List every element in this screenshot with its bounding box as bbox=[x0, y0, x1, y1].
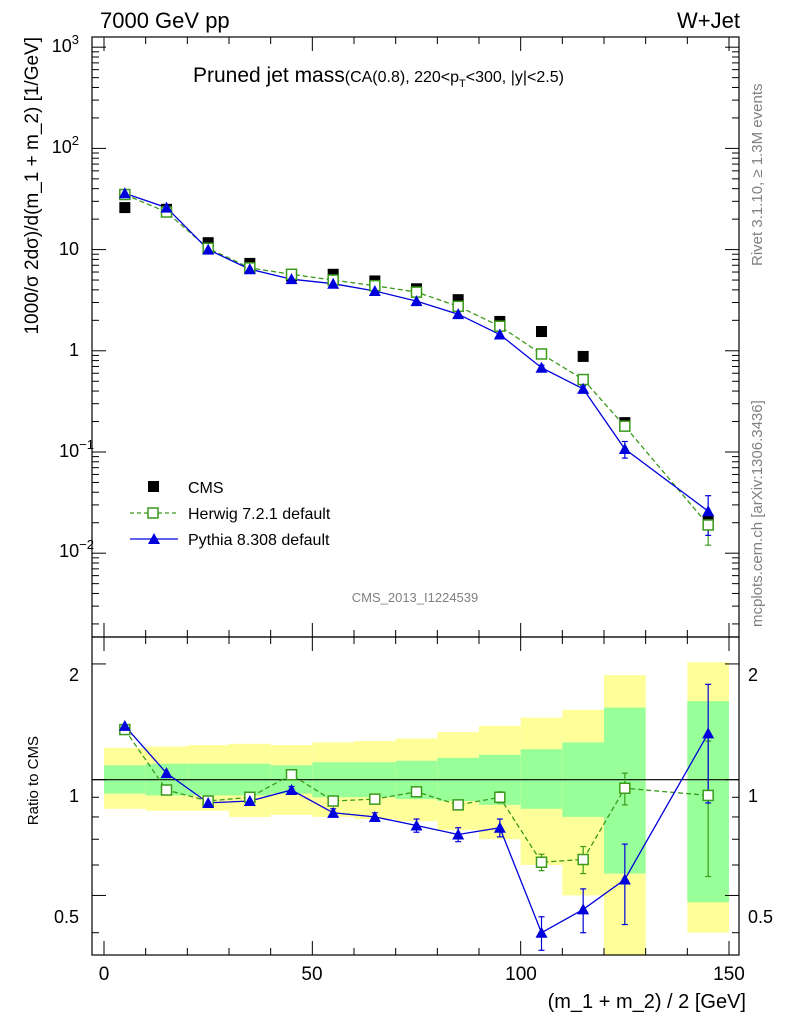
main-pythia-point-8 bbox=[452, 308, 465, 320]
ratio-herwig-line bbox=[124, 729, 709, 863]
header-left: 7000 GeV pp bbox=[100, 8, 230, 33]
rivet-label: Rivet 3.1.10, ≥ 1.3M events bbox=[749, 84, 766, 267]
ratio-herwig-point-7 bbox=[410, 786, 423, 798]
legend: CMS Herwig 7.2.1 default Pythia 8.308 de… bbox=[130, 480, 331, 549]
ratio-pythia-point-11 bbox=[577, 903, 590, 915]
legend-herwig-label: Herwig 7.2.1 default bbox=[188, 506, 331, 523]
xtick-50: 50 bbox=[301, 964, 322, 985]
ratio-ytick-1-right: 1 bbox=[748, 786, 758, 806]
xtick-150: 150 bbox=[713, 964, 745, 985]
ratio-pythia-point-5 bbox=[327, 806, 340, 818]
ratio-pythia-point-2 bbox=[202, 796, 215, 808]
legend-pythia-marker bbox=[148, 533, 160, 544]
title-cut-b: <300, |y|<2.5) bbox=[466, 69, 564, 86]
main-pythia-point-12 bbox=[618, 443, 631, 455]
main-pythia-point-3 bbox=[243, 263, 256, 275]
ratio-herwig-point-8 bbox=[452, 799, 464, 811]
mcplots-label: mcplots.cern.ch [arXiv:1306.3436] bbox=[749, 400, 766, 627]
ratio-herwig-point-10 bbox=[535, 856, 548, 868]
main-pythia-point-7 bbox=[410, 295, 423, 307]
ratio-ytick-05-right: 0.5 bbox=[748, 907, 773, 927]
ratio-ytick-2-left: 2 bbox=[69, 665, 79, 685]
ratio-pythia-point-0 bbox=[118, 719, 131, 731]
title-main: Pruned jet mass bbox=[193, 64, 345, 87]
ratio-pythia-point-1 bbox=[160, 767, 173, 779]
main-herwig-line bbox=[124, 193, 709, 526]
ratio-pythia-line bbox=[124, 725, 709, 934]
xtick-100: 100 bbox=[505, 964, 537, 985]
ratio-pythia-point-12 bbox=[618, 873, 631, 885]
main-cms-point-11 bbox=[577, 350, 589, 362]
ratio-herwig-point-5 bbox=[327, 795, 339, 807]
ratio-pythia-point-7 bbox=[410, 819, 423, 831]
title-cut-a: (CA(0.8), 220<p bbox=[345, 69, 459, 86]
ratio-pythia-point-9 bbox=[493, 821, 506, 833]
band-inner-10 bbox=[520, 749, 563, 809]
ratio-y-axis-label: Ratio to CMS bbox=[25, 736, 42, 825]
main-y-axis-label: 1000/σ 2dσ)/d(m_1 + m_2) [1/GeV] bbox=[22, 37, 43, 335]
ratio-herwig-point-11 bbox=[577, 853, 589, 866]
ratio-herwig-point-4 bbox=[285, 768, 298, 781]
ytick-1e0: 1 bbox=[69, 340, 79, 360]
main-pythia-point-2 bbox=[202, 243, 215, 255]
main-pythia-point-5 bbox=[327, 277, 340, 289]
ratio-herwig-point-13 bbox=[702, 789, 714, 802]
ratio-ytick-05-left: 0.5 bbox=[54, 907, 79, 927]
main-pythia-point-6 bbox=[368, 284, 381, 296]
ratio-herwig-point-1 bbox=[160, 784, 173, 796]
main-y-tick-labels: 103 102 10 1 10−1 10−2 bbox=[52, 32, 94, 561]
main-pythia-point-11 bbox=[577, 382, 590, 394]
main-cms-point-10 bbox=[536, 326, 547, 338]
ytick-1em2: 10−2 bbox=[59, 537, 94, 561]
ratio-y-tick-labels: 2 1 0.5 2 1 0.5 bbox=[54, 665, 773, 927]
x-tick-labels: 0 50 100 150 bbox=[99, 964, 745, 985]
ratio-pythia-point-13 bbox=[702, 727, 715, 739]
main-pythia-point-13 bbox=[702, 505, 715, 517]
legend-cms-marker bbox=[148, 481, 159, 492]
legend-cms-label: CMS bbox=[188, 480, 224, 497]
legend-herwig-marker bbox=[147, 507, 159, 519]
ratio-panel-frame bbox=[91, 636, 740, 956]
main-herwig-point-12 bbox=[619, 420, 631, 432]
main-herwig-point-10 bbox=[535, 348, 548, 360]
ytick-1e1: 10 bbox=[59, 239, 79, 259]
main-cms-point-8 bbox=[452, 294, 464, 306]
ratio-ytick-2-right: 2 bbox=[748, 665, 758, 685]
main-pythia-point-10 bbox=[535, 361, 548, 373]
ratio-pythia-point-10 bbox=[535, 926, 548, 938]
main-cms-point-5 bbox=[327, 268, 339, 280]
analysis-watermark: CMS_2013_I1224539 bbox=[352, 590, 479, 605]
main-pythia-point-4 bbox=[285, 273, 298, 285]
main-pythia-point-1 bbox=[160, 201, 173, 213]
main-herwig-point-13 bbox=[702, 519, 714, 531]
chart-marks bbox=[91, 36, 740, 956]
ratio-pythia-point-8 bbox=[452, 828, 465, 840]
ratio-herwig-point-6 bbox=[369, 793, 381, 805]
main-pythia-line bbox=[124, 192, 709, 512]
ratio-pythia-point-4 bbox=[285, 784, 298, 796]
ytick-1em1: 10−1 bbox=[59, 437, 94, 461]
xtick-0: 0 bbox=[99, 964, 110, 985]
main-cms-point-0 bbox=[119, 202, 131, 214]
title-cut-sub: T bbox=[459, 78, 466, 90]
legend-pythia-label: Pythia 8.308 default bbox=[188, 532, 330, 549]
ratio-herwig-point-12 bbox=[619, 782, 631, 794]
main-pythia-point-0 bbox=[118, 187, 131, 199]
main-pythia-point-9 bbox=[493, 328, 506, 340]
chart-title: Pruned jet mass(CA(0.8), 220<pT<300, |y|… bbox=[193, 64, 564, 90]
ratio-pythia-point-6 bbox=[368, 810, 381, 822]
header-right: W+Jet bbox=[677, 8, 740, 33]
x-axis-label: (m_1 + m_2) / 2 [GeV] bbox=[548, 991, 746, 1013]
ratio-herwig-point-9 bbox=[494, 791, 506, 804]
ratio-pythia-point-3 bbox=[243, 795, 256, 807]
ratio-ytick-1-left: 1 bbox=[69, 786, 79, 806]
ytick-1e3: 103 bbox=[52, 32, 79, 56]
ytick-1e2: 102 bbox=[52, 133, 79, 157]
